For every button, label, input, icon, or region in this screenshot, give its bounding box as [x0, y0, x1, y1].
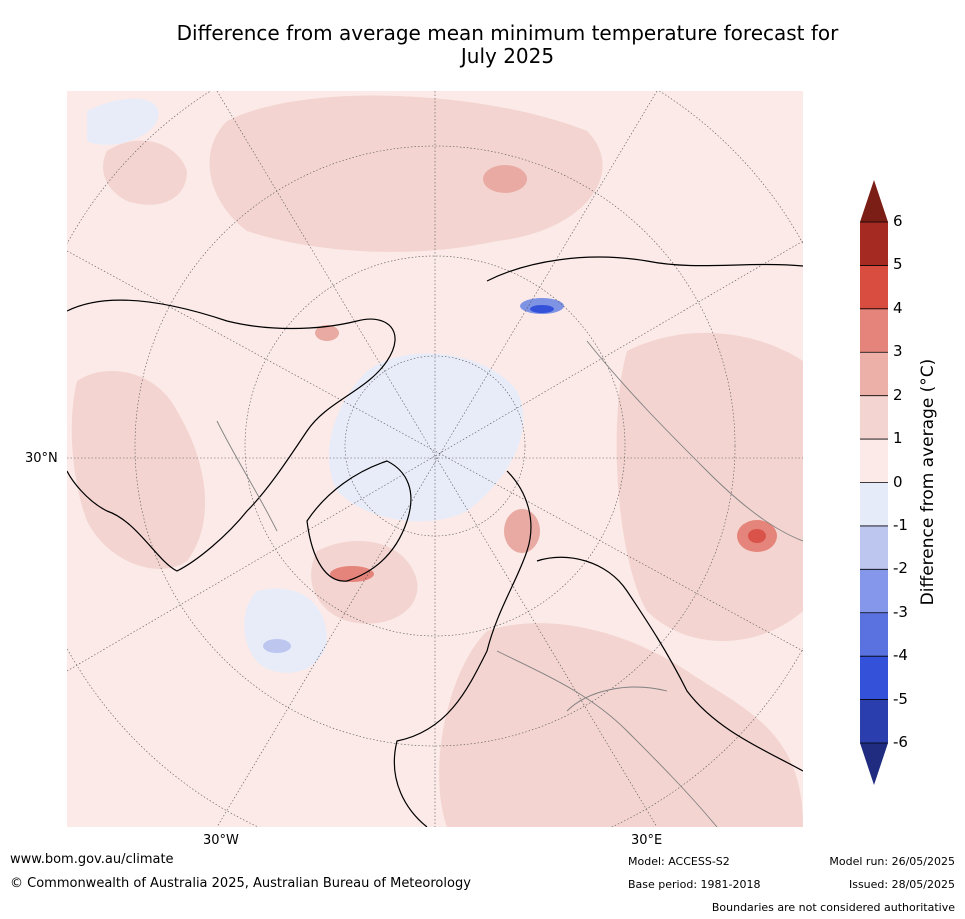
footer-disclaimer: Boundaries are not considered authoritat…	[711, 901, 955, 914]
title-line-2: July 2025	[460, 44, 555, 68]
colorbar-tick-label: -4	[893, 646, 908, 665]
colorbar-level	[860, 265, 888, 309]
cool-anomaly-regions	[87, 98, 564, 673]
latitude-label: 30°N	[25, 451, 58, 466]
strong-warm-anomalies	[315, 165, 777, 582]
colorbar-tick-label: 5	[893, 255, 903, 274]
forecast-map[interactable]	[67, 91, 803, 827]
map-title: Difference from average mean minimum tem…	[60, 22, 955, 68]
colorbar-tick-label: -1	[893, 515, 908, 534]
colorbar-level	[860, 569, 888, 613]
colorbar-tick-label: -5	[893, 689, 908, 708]
colorbar-tick-label: -6	[893, 733, 908, 751]
colorbar-level	[860, 395, 888, 440]
colorbar-tick-label: 0	[893, 472, 903, 491]
footer-copyright: © Commonwealth of Australia 2025, Austra…	[10, 876, 471, 891]
footer-model-run: Model run: 26/05/2025	[829, 855, 955, 868]
colorbar-level	[860, 612, 888, 657]
colorbar-level	[860, 699, 888, 743]
title-line-1: Difference from average mean minimum tem…	[176, 21, 839, 45]
borders	[216, 340, 803, 827]
colorbar-title: Difference from average (°C)	[918, 358, 938, 606]
colorbar	[860, 180, 888, 785]
map-canvas	[67, 91, 803, 827]
colorbar-tick-label: 1	[893, 429, 903, 448]
coastlines	[67, 256, 803, 827]
colorbar-tick-label: -3	[893, 602, 908, 621]
colorbar-level	[860, 439, 888, 483]
colorbar-tick-label: -2	[893, 559, 908, 578]
footer-model: Model: ACCESS-S2	[628, 855, 730, 868]
colorbar-level	[860, 308, 888, 353]
colorbar-level	[860, 743, 888, 785]
colorbar-levels	[860, 180, 888, 785]
colorbar-level	[860, 222, 888, 266]
colorbar-tick-label: 3	[893, 342, 903, 361]
footer-base-period: Base period: 1981-2018	[628, 878, 761, 891]
colorbar-level	[860, 352, 888, 396]
colorbar-tick-label: 4	[893, 298, 903, 317]
colorbar-tick-label: 6	[893, 212, 903, 230]
colorbar-level	[860, 482, 888, 526]
colorbar-dividers	[860, 221, 888, 744]
footer-url[interactable]: www.bom.gov.au/climate	[10, 852, 174, 867]
colorbar-level	[860, 180, 888, 222]
colorbar-level	[860, 525, 888, 570]
longitude-label-west: 30°W	[203, 833, 239, 848]
footer-issued: Issued: 28/05/2025	[848, 878, 955, 891]
longitude-label-east: 30°E	[631, 833, 663, 848]
colorbar-level	[860, 656, 888, 700]
colorbar-tick-label: 2	[893, 385, 903, 404]
graticule	[67, 91, 803, 827]
